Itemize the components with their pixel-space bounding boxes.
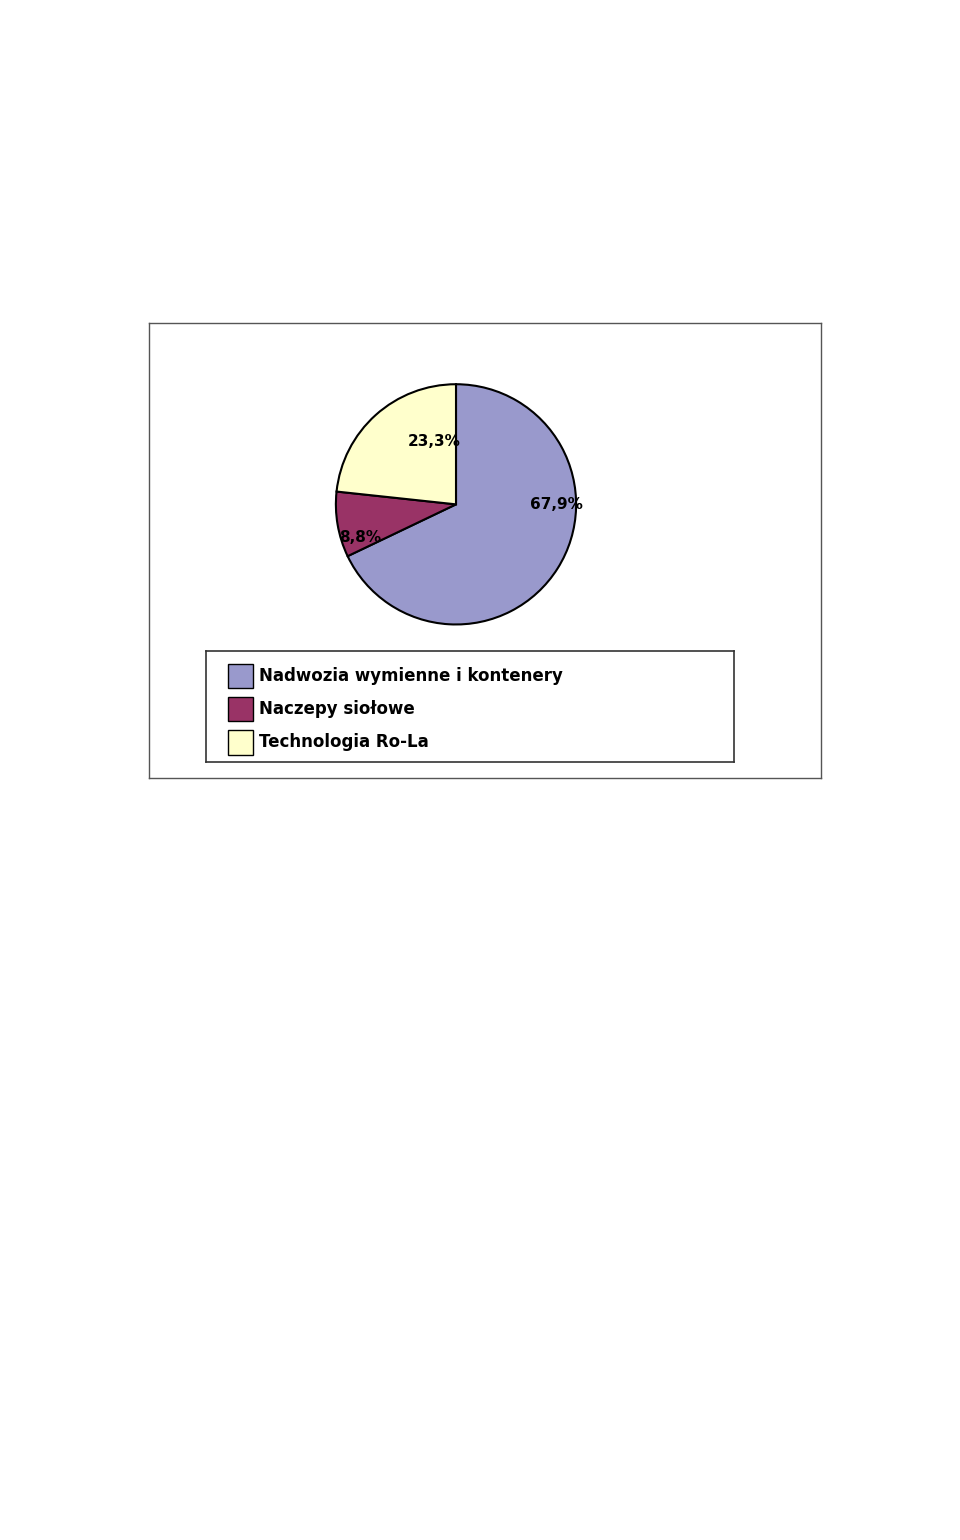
Text: Nadwozia wymienne i kontenery: Nadwozia wymienne i kontenery bbox=[259, 667, 564, 685]
Text: 67,9%: 67,9% bbox=[531, 497, 584, 511]
Text: Technologia Ro-La: Technologia Ro-La bbox=[259, 733, 429, 752]
Bar bbox=[228, 664, 252, 688]
Wedge shape bbox=[348, 385, 576, 624]
Bar bbox=[228, 730, 252, 755]
Text: 8,8%: 8,8% bbox=[340, 530, 381, 545]
Text: 23,3%: 23,3% bbox=[408, 434, 461, 450]
Wedge shape bbox=[336, 491, 456, 556]
Text: Naczepy siołowe: Naczepy siołowe bbox=[259, 701, 415, 718]
Bar bbox=[228, 698, 252, 721]
Wedge shape bbox=[337, 385, 456, 505]
